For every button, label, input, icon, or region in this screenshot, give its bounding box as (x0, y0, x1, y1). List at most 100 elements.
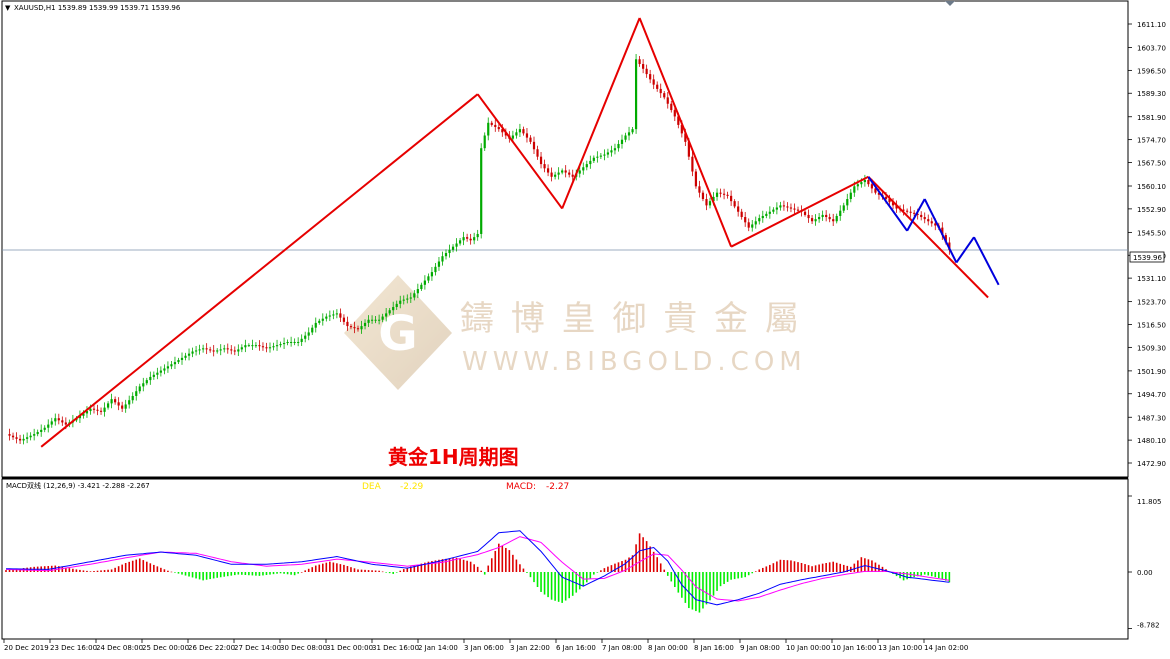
macd-histogram-bar (459, 558, 461, 572)
dropdown-arrow-icon[interactable]: ▼ (5, 4, 11, 12)
macd-histogram-bar (378, 570, 380, 572)
macd-histogram-bar (353, 568, 356, 572)
candle (712, 196, 715, 202)
macd-histogram-bar (79, 569, 81, 572)
candle (666, 97, 669, 104)
candle (261, 346, 265, 348)
macd-histogram-bar (181, 572, 183, 575)
candle (244, 345, 247, 348)
candle (532, 141, 536, 150)
candle (142, 383, 145, 387)
macd-histogram-bar (473, 564, 475, 572)
macd-histogram-bar (747, 572, 750, 576)
candle (944, 235, 947, 243)
macd-histogram-bar (691, 572, 694, 610)
x-axis-tick-label: 3 Jan 22:00 (510, 644, 550, 652)
candle (884, 196, 888, 200)
macd-histogram-bar (212, 572, 215, 579)
candle (128, 400, 131, 405)
macd-histogram-bar (357, 569, 359, 572)
candle (216, 350, 219, 352)
candle (198, 349, 201, 351)
candle (497, 127, 500, 130)
macd-histogram-bar (666, 572, 669, 576)
macd-histogram-bar (593, 572, 595, 575)
candle (596, 156, 599, 158)
candle (585, 164, 588, 168)
candle (124, 404, 127, 409)
macd-histogram-bar (547, 572, 549, 598)
x-axis-tick-label: 10 Jan 16:00 (832, 644, 876, 652)
macd-histogram-bar (695, 572, 697, 612)
candle (47, 424, 50, 428)
macd-histogram-bar (314, 565, 317, 572)
candle (251, 345, 254, 347)
macd-histogram-bar (332, 562, 335, 572)
trendline-blue (955, 236, 975, 264)
macd-histogram-bar (68, 568, 71, 572)
macd-histogram-bar (709, 572, 711, 601)
y-axis-tick-label: 1516.50 (1137, 322, 1166, 330)
candle (145, 380, 148, 384)
macd-histogram-bar (652, 551, 655, 572)
macd-histogram-bar (364, 569, 366, 572)
candle (744, 217, 747, 223)
candle (325, 316, 328, 319)
macd-histogram-bar (452, 558, 454, 572)
candle (877, 192, 881, 195)
candle (483, 135, 486, 149)
candle (156, 372, 159, 375)
y-axis-tick-label: 1581.90 (1137, 114, 1166, 122)
candle (606, 152, 610, 155)
candle (550, 172, 553, 177)
candle (392, 307, 395, 311)
macd-line (6, 530, 950, 606)
candle (226, 348, 229, 350)
macd-histogram-bar (441, 559, 444, 572)
candle (768, 211, 771, 214)
candle (895, 205, 898, 209)
macd-histogram-bar (835, 562, 838, 572)
candle (568, 172, 571, 175)
macd-histogram-bar (610, 565, 613, 572)
x-axis-tick-label: 31 Dec 00:00 (326, 644, 373, 652)
candle (194, 350, 198, 352)
x-axis-tick-label: 8 Jan 16:00 (694, 644, 734, 652)
candle (205, 348, 208, 350)
macd-histogram-bar (297, 572, 299, 574)
x-axis-tick-label: 30 Dec 08:00 (280, 644, 327, 652)
macd-histogram-bar (336, 563, 338, 572)
macd-histogram-bar (163, 569, 166, 572)
candle (173, 362, 177, 365)
y-axis-tick-label: 1501.90 (1137, 368, 1166, 376)
macd-histogram-bar (290, 572, 292, 575)
candle (339, 313, 342, 318)
macd-histogram-bar (825, 562, 827, 572)
macd-histogram-bar (557, 572, 560, 602)
x-axis-tick-label: 26 Dec 22:00 (188, 644, 235, 652)
y-axis-tick-label: 1472.90 (1137, 460, 1166, 468)
candle (451, 246, 455, 250)
macd-histogram-bar (797, 562, 799, 572)
macd-histogram-bar (607, 566, 609, 572)
macd-legend-dea-label: DEA (362, 482, 382, 492)
macd-histogram-bar (603, 568, 606, 572)
candle (321, 318, 324, 321)
macd-histogram-bar (628, 557, 630, 572)
candle (110, 399, 113, 404)
macd-histogram-bar (121, 564, 123, 572)
trendline-blue (867, 176, 908, 232)
candle (114, 399, 117, 403)
macd-histogram-bar (726, 572, 729, 582)
candle (64, 422, 67, 425)
y-axis-tick-label: 1560.10 (1137, 183, 1166, 191)
macd-histogram-bar (624, 559, 627, 572)
main-panel-frame (1, 0, 1129, 478)
y-axis-tick-label: 1523.70 (1137, 299, 1166, 307)
macd-histogram-bar (153, 564, 155, 572)
candle (515, 132, 518, 136)
macd-histogram-bar (434, 560, 437, 572)
macd-histogram-bar (251, 572, 254, 576)
chart-shift-marker-icon[interactable] (945, 1, 955, 6)
candle (796, 209, 800, 211)
